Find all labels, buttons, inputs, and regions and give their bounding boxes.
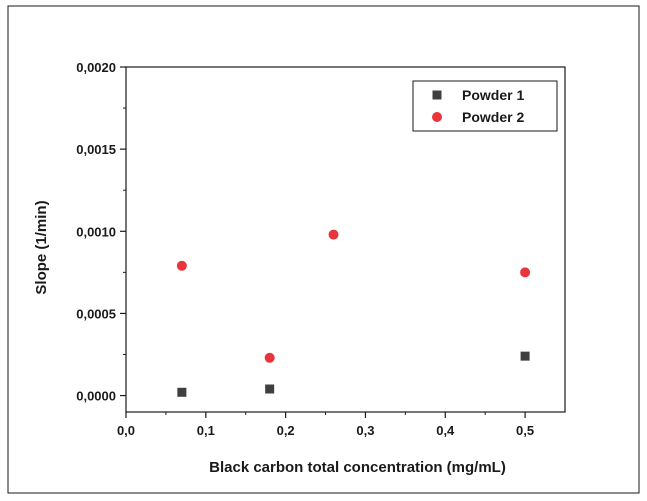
series-1-point (520, 351, 530, 361)
y-axis-title: Slope (1/min) (33, 200, 50, 294)
series-2-point (328, 229, 339, 240)
series-2-point (264, 352, 275, 363)
y-axis: 0,0000 0,0005 0,0010 0,0015 0,0020 (76, 60, 126, 404)
y-tick-label: 0,0020 (76, 60, 116, 75)
x-tick-label: 0,0 (117, 423, 135, 438)
legend-label-1: Powder 1 (462, 87, 524, 103)
y-tick-label: 0,0015 (76, 142, 116, 157)
x-tick-label: 0,5 (516, 423, 534, 438)
series-2-point (520, 267, 531, 278)
plot-area: 0,0 0,1 0,2 0,3 0,4 0,5 0,00000,00050,00100,0… (76, 60, 566, 438)
x-axis: 0,0 0,1 0,2 0,3 0,4 0,5 (117, 412, 534, 438)
y-tick-label: 0,0010 (76, 224, 116, 239)
x-tick-label: 0,1 (197, 423, 215, 438)
series-2-point (176, 260, 187, 271)
legend-box (412, 80, 558, 132)
x-axis-title: Black carbon total concentration (mg/mL) (209, 459, 506, 476)
data-points (176, 229, 531, 397)
legend: Powder 1 Powder 2 (412, 80, 558, 132)
series-1-point (265, 384, 275, 394)
series-1-point (177, 387, 187, 397)
legend-marker-2 (432, 112, 442, 122)
figure-frame (7, 5, 640, 494)
y-tick-label: 0,0005 (76, 306, 116, 321)
axes-box (125, 66, 566, 413)
x-tick-label: 0,2 (277, 423, 295, 438)
legend-label-2: Powder 2 (462, 109, 524, 125)
legend-marker-1 (432, 90, 442, 100)
x-tick-label: 0,3 (356, 423, 374, 438)
x-tick-label: 0,4 (436, 423, 455, 438)
y-tick-label: 0,0000 (76, 389, 116, 404)
